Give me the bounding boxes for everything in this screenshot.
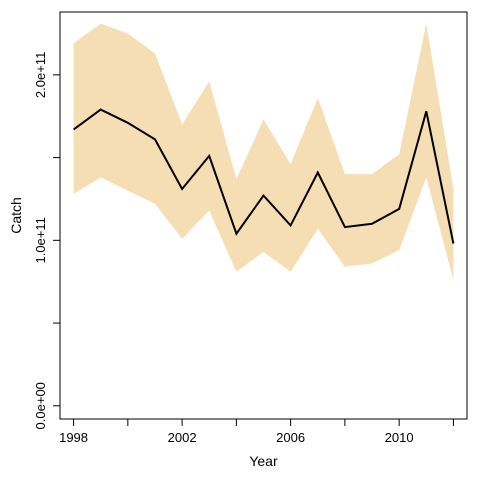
x-axis: 1998 2002 2006 2010 bbox=[59, 418, 454, 445]
x-axis-title: Year bbox=[249, 453, 278, 469]
y-tick-label: 2.0e+11 bbox=[33, 52, 48, 98]
y-axis-title: Catch bbox=[8, 197, 24, 234]
x-tick-label: 2002 bbox=[168, 430, 197, 445]
y-axis: 0.0e+00 1.0e+11 2.0e+11 bbox=[33, 52, 61, 429]
y-tick-label: 0.0e+00 bbox=[33, 382, 48, 429]
y-tick-label: 1.0e+11 bbox=[33, 217, 48, 263]
confidence-band bbox=[73, 23, 454, 280]
catch-line bbox=[73, 108, 455, 244]
plot-area bbox=[59, 11, 468, 420]
x-tick-label: 1998 bbox=[59, 430, 88, 445]
x-tick-label: 2006 bbox=[276, 430, 305, 445]
x-tick-label: 2010 bbox=[385, 430, 414, 445]
